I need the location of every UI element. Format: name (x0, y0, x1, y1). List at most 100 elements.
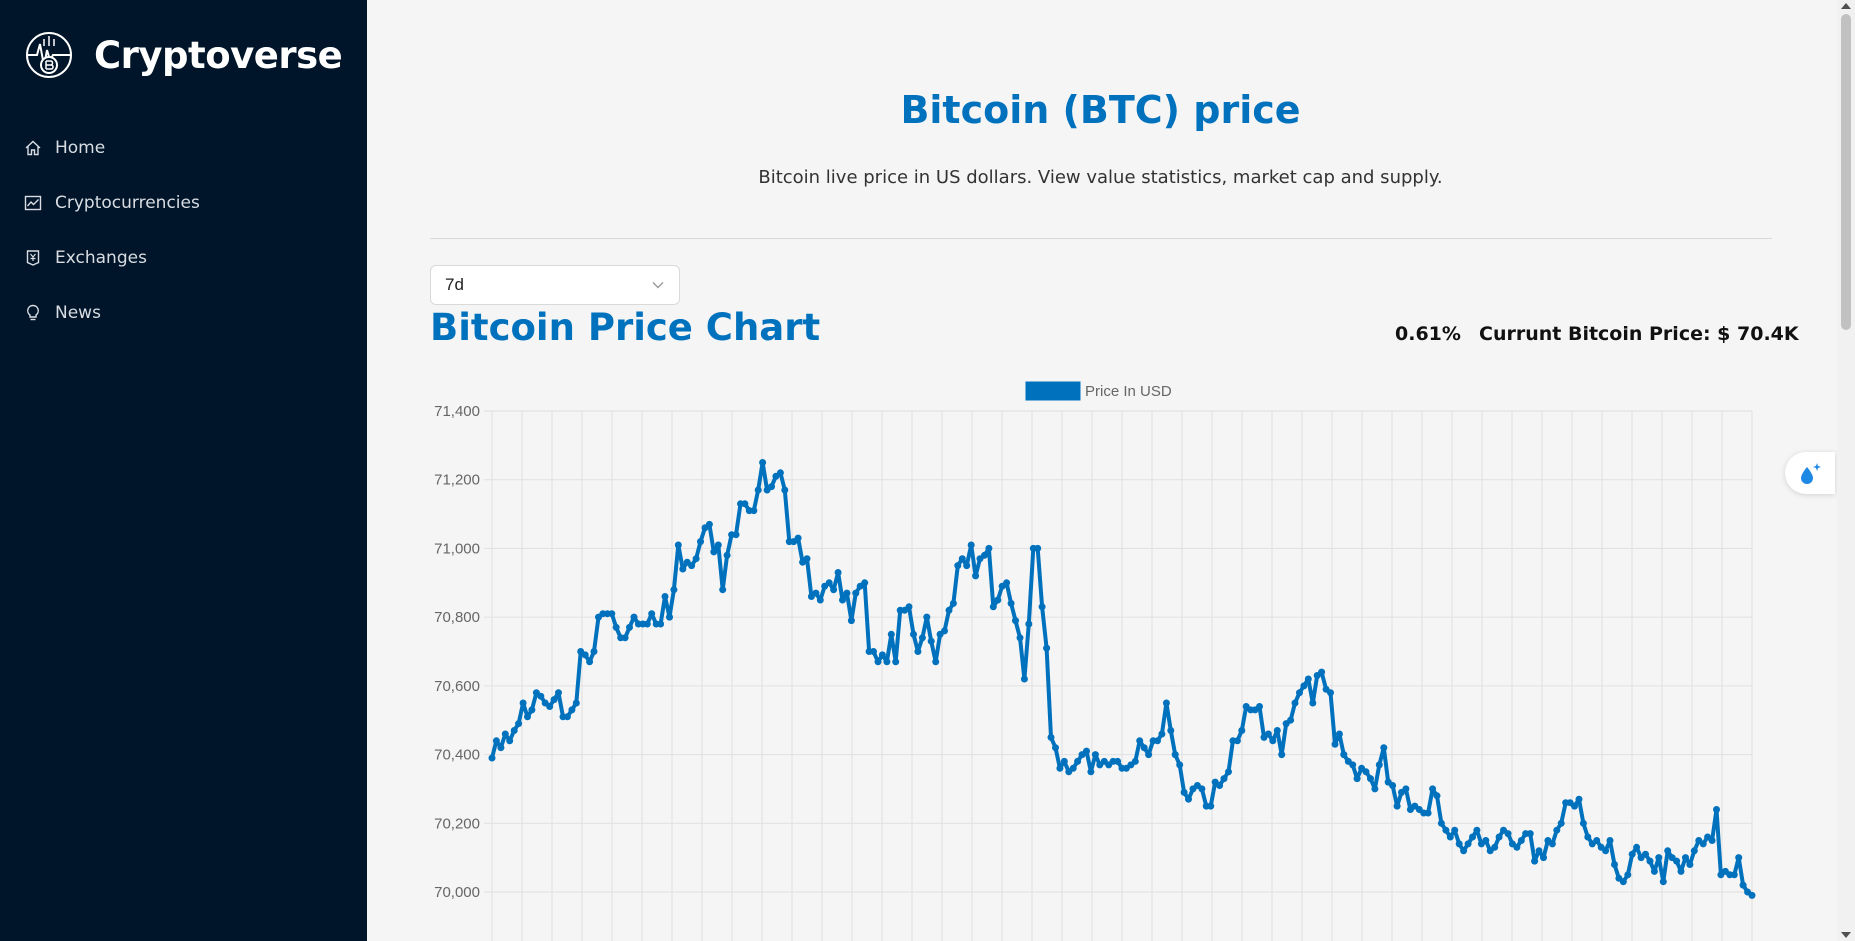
data-point[interactable] (1114, 757, 1122, 765)
data-point[interactable] (1659, 878, 1667, 886)
data-point[interactable] (892, 658, 900, 666)
data-point[interactable] (1038, 603, 1046, 611)
data-point[interactable] (519, 699, 527, 707)
data-point[interactable] (608, 610, 616, 618)
data-point[interactable] (1460, 847, 1468, 855)
data-point[interactable] (546, 703, 554, 710)
data-point[interactable] (825, 579, 833, 587)
data-point[interactable] (688, 562, 696, 570)
data-point[interactable] (1056, 764, 1064, 772)
data-point[interactable] (1646, 857, 1654, 865)
data-point[interactable] (501, 730, 509, 738)
data-point[interactable] (581, 651, 589, 659)
data-point[interactable] (1335, 730, 1343, 738)
data-point[interactable] (981, 551, 988, 559)
data-point[interactable] (1296, 689, 1303, 697)
brand[interactable]: Cryptoverse (24, 30, 343, 80)
data-point[interactable] (1375, 761, 1383, 769)
data-point[interactable] (1291, 699, 1299, 707)
data-point[interactable] (1269, 737, 1277, 745)
data-point[interactable] (1012, 617, 1019, 625)
data-point[interactable] (528, 706, 536, 714)
data-point[interactable] (1264, 730, 1272, 738)
data-point[interactable] (949, 599, 957, 607)
data-point[interactable] (679, 565, 687, 573)
data-point[interactable] (989, 603, 997, 611)
data-point[interactable] (1047, 733, 1055, 741)
data-point[interactable] (1611, 861, 1618, 868)
data-point[interactable] (923, 613, 931, 621)
data-point[interactable] (1162, 699, 1170, 707)
data-point[interactable] (1309, 699, 1317, 707)
data-point[interactable] (1176, 761, 1184, 769)
data-point[interactable] (1349, 761, 1357, 769)
data-point[interactable] (1571, 802, 1578, 810)
data-point[interactable] (1473, 826, 1481, 834)
data-point[interactable] (1233, 737, 1241, 745)
data-point[interactable] (741, 500, 749, 508)
data-point[interactable] (1446, 833, 1454, 841)
data-point[interactable] (710, 548, 718, 556)
data-point[interactable] (1069, 764, 1077, 772)
data-point[interactable] (1083, 747, 1090, 755)
data-point[interactable] (1482, 837, 1490, 844)
data-point[interactable] (834, 569, 842, 576)
data-point[interactable] (874, 658, 882, 666)
data-point[interactable] (781, 486, 789, 494)
data-point[interactable] (941, 627, 948, 635)
data-point[interactable] (1673, 857, 1681, 865)
data-point[interactable] (612, 623, 620, 631)
data-point[interactable] (626, 623, 633, 631)
data-point[interactable] (515, 720, 523, 728)
data-point[interactable] (510, 727, 518, 734)
data-point[interactable] (1553, 826, 1561, 834)
data-point[interactable] (1238, 727, 1246, 734)
data-point[interactable] (1619, 878, 1627, 886)
data-point[interactable] (1686, 861, 1694, 868)
data-point[interactable] (1331, 740, 1339, 748)
data-point[interactable] (1393, 802, 1401, 810)
data-point[interactable] (861, 579, 869, 587)
data-point[interactable] (1451, 826, 1459, 834)
data-point[interactable] (1469, 833, 1476, 841)
menu-item-home[interactable]: Home (0, 120, 367, 175)
data-point[interactable] (1628, 850, 1636, 858)
data-point[interactable] (1690, 847, 1698, 855)
data-point[interactable] (1140, 744, 1148, 752)
data-point[interactable] (1180, 788, 1188, 796)
data-point[interactable] (967, 541, 975, 549)
data-point[interactable] (954, 562, 962, 570)
data-point[interactable] (697, 538, 704, 546)
menu-item-cryptocurrencies[interactable]: Cryptocurrencies (0, 175, 367, 230)
data-point[interactable] (1158, 730, 1166, 738)
data-point[interactable] (1003, 579, 1011, 587)
data-point[interactable] (1655, 854, 1663, 862)
data-point[interactable] (1602, 847, 1610, 855)
data-point[interactable] (692, 555, 700, 563)
data-point[interactable] (1389, 782, 1397, 789)
data-point[interactable] (1633, 843, 1641, 851)
data-point[interactable] (1060, 757, 1068, 765)
data-point[interactable] (705, 520, 713, 528)
scroll-up-arrow[interactable] (1841, 3, 1851, 9)
menu-item-news[interactable]: News (0, 285, 367, 340)
data-point[interactable] (1708, 837, 1716, 844)
data-point[interactable] (1074, 757, 1082, 765)
data-point[interactable] (1380, 744, 1388, 752)
data-point[interactable] (1624, 871, 1632, 879)
data-point[interactable] (972, 572, 980, 580)
chart-legend[interactable]: Price In USD (1025, 381, 1172, 401)
data-point[interactable] (1145, 751, 1153, 759)
data-point[interactable] (887, 630, 895, 638)
data-point[interactable] (674, 541, 682, 549)
data-point[interactable] (945, 606, 953, 614)
data-point[interactable] (563, 713, 571, 721)
data-point[interactable] (830, 586, 838, 594)
data-point[interactable] (1136, 737, 1144, 745)
data-point[interactable] (1464, 840, 1472, 848)
data-point[interactable] (803, 555, 811, 563)
data-point[interactable] (812, 589, 820, 597)
data-point[interactable] (1748, 891, 1756, 899)
data-point[interactable] (572, 699, 580, 707)
data-point[interactable] (1437, 819, 1445, 827)
